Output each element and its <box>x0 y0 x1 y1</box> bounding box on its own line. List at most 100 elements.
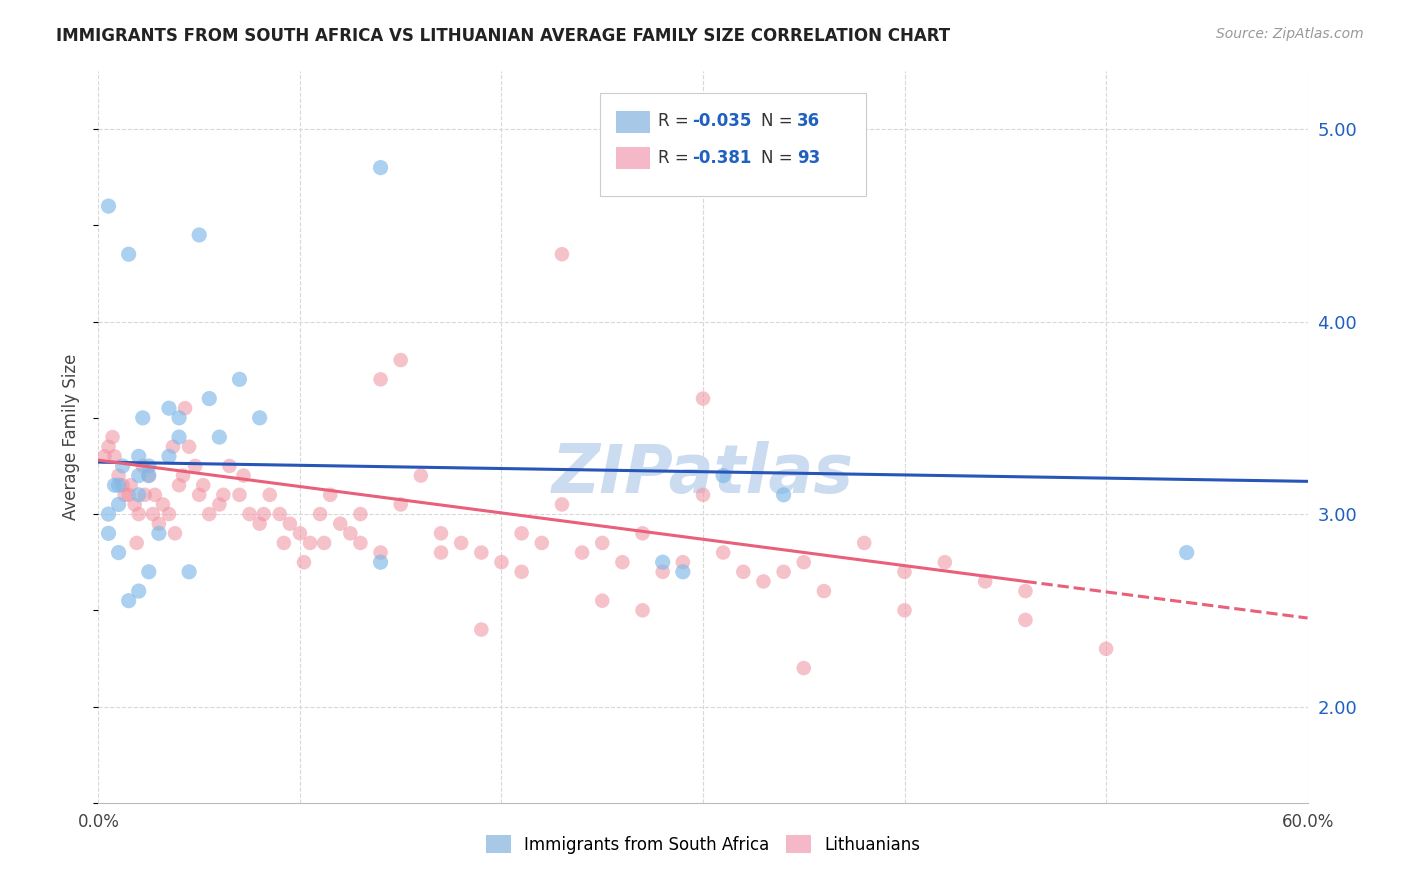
Point <box>1175 545 1198 559</box>
Point <box>349 507 371 521</box>
Point <box>93 450 115 464</box>
Point <box>118 247 141 261</box>
Point <box>138 565 160 579</box>
Point <box>198 392 221 406</box>
Point <box>124 498 146 512</box>
Point <box>1014 613 1036 627</box>
Point <box>179 440 201 454</box>
Text: -0.381: -0.381 <box>692 149 751 167</box>
Point <box>198 507 221 521</box>
Point <box>232 468 254 483</box>
Point <box>259 488 281 502</box>
Point <box>349 536 371 550</box>
Point <box>631 603 654 617</box>
Point <box>853 536 876 550</box>
Y-axis label: Average Family Size: Average Family Size <box>62 354 80 520</box>
Point <box>132 458 155 473</box>
Point <box>370 161 392 175</box>
Point <box>138 468 160 483</box>
Point <box>612 555 634 569</box>
Bar <box>616 147 650 169</box>
Point <box>510 526 533 541</box>
Point <box>278 516 301 531</box>
Point <box>97 199 120 213</box>
Point <box>118 488 141 502</box>
Point <box>510 565 533 579</box>
Point <box>148 516 170 531</box>
Point <box>125 536 148 550</box>
Point <box>409 468 432 483</box>
Point <box>711 468 734 483</box>
Point <box>179 565 201 579</box>
Point <box>114 488 136 502</box>
Point <box>142 507 165 521</box>
Point <box>631 526 654 541</box>
Point <box>314 536 336 550</box>
Point <box>107 498 129 512</box>
Point <box>733 565 755 579</box>
Point <box>101 430 124 444</box>
Point <box>157 450 180 464</box>
Text: IMMIGRANTS FROM SOUTH AFRICA VS LITHUANIAN AVERAGE FAMILY SIZE CORRELATION CHART: IMMIGRANTS FROM SOUTH AFRICA VS LITHUANI… <box>56 27 950 45</box>
Point <box>893 565 915 579</box>
Point <box>692 488 714 502</box>
Point <box>172 468 194 483</box>
Point <box>228 372 250 386</box>
Point <box>167 430 190 444</box>
Point <box>157 401 180 416</box>
Point <box>934 555 956 569</box>
Point <box>167 410 190 425</box>
Point <box>212 488 235 502</box>
Point <box>893 603 915 617</box>
Point <box>370 545 392 559</box>
Point <box>672 555 695 569</box>
Text: 36: 36 <box>797 112 821 130</box>
Text: -0.035: -0.035 <box>692 112 751 130</box>
Point <box>672 565 695 579</box>
Point <box>118 593 141 607</box>
Point <box>329 516 352 531</box>
Point <box>193 478 215 492</box>
Point <box>450 536 472 550</box>
Point <box>138 468 160 483</box>
Point <box>319 488 342 502</box>
Point <box>651 555 673 569</box>
Point <box>530 536 553 550</box>
Text: R =: R = <box>658 112 695 130</box>
Point <box>551 247 574 261</box>
Point <box>218 458 240 473</box>
Bar <box>616 111 650 133</box>
Point <box>249 410 271 425</box>
Point <box>103 450 125 464</box>
Point <box>111 478 134 492</box>
Point <box>111 458 134 473</box>
Point <box>97 440 120 454</box>
Point <box>974 574 997 589</box>
FancyBboxPatch shape <box>600 94 866 195</box>
Point <box>107 545 129 559</box>
Point <box>692 392 714 406</box>
Point <box>711 545 734 559</box>
Text: Source: ZipAtlas.com: Source: ZipAtlas.com <box>1216 27 1364 41</box>
Point <box>491 555 513 569</box>
Text: ZIPatlas: ZIPatlas <box>553 441 853 507</box>
Point <box>132 410 155 425</box>
Point <box>143 488 166 502</box>
Point <box>228 488 250 502</box>
Point <box>389 353 412 368</box>
Point <box>752 574 775 589</box>
Text: N =: N = <box>761 149 799 167</box>
Point <box>239 507 262 521</box>
Point <box>208 498 231 512</box>
Point <box>188 227 211 242</box>
Point <box>370 372 392 386</box>
Text: 93: 93 <box>797 149 821 167</box>
Point <box>138 458 160 473</box>
Point <box>162 440 184 454</box>
Point <box>134 488 156 502</box>
Point <box>571 545 593 559</box>
Point <box>128 468 150 483</box>
Point <box>128 507 150 521</box>
Point <box>288 526 311 541</box>
Point <box>772 565 794 579</box>
